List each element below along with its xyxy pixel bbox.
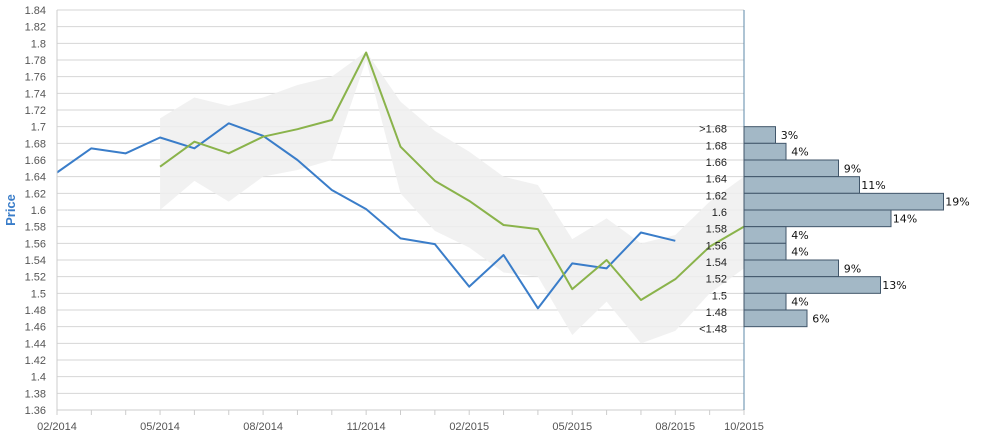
y-tick-label: 1.56	[25, 238, 46, 250]
y-tick-label: 1.6	[31, 205, 46, 217]
y-tick-label: 1.48	[25, 305, 46, 317]
histogram-percent-label: 13%	[882, 279, 906, 292]
y-axis-label: Price	[3, 194, 18, 226]
axes	[56, 10, 745, 415]
x-tick-label: 08/2014	[243, 421, 283, 433]
histogram-bar	[743, 209, 892, 228]
histogram-bar	[743, 276, 881, 294]
series-line-blue	[56, 122, 676, 310]
histogram-percent-label: 19%	[945, 196, 969, 209]
y-tick-label: 1.8	[31, 38, 46, 50]
x-tick-labels: 02/2014 05/2014 08/2014 11/2014 02/2015 05/20…	[37, 421, 764, 433]
x-tick-label: 05/2014	[140, 421, 180, 433]
x-tick-label: 10/2015	[724, 421, 764, 433]
histogram-bin-label: 1.66	[706, 157, 727, 169]
histogram-bar	[743, 176, 860, 194]
series-line-green	[159, 51, 745, 301]
histogram-bin-label: 1.52	[706, 274, 727, 286]
histogram-percent-label: 4%	[791, 296, 808, 309]
y-tick-label: 1.84	[25, 5, 46, 17]
histogram-bar	[743, 226, 787, 244]
x-tick-label: 11/2014	[347, 421, 386, 433]
histogram-percent-label: 4%	[791, 146, 808, 159]
histogram-bin-label: 1.6	[712, 207, 727, 219]
histogram-bar	[743, 126, 776, 144]
histogram-bar	[743, 142, 787, 161]
x-tick-label: 02/2015	[449, 421, 489, 433]
histogram-bin-label: >1.68	[699, 124, 727, 136]
y-tick-label: 1.5	[31, 288, 46, 300]
y-tick-label: 1.78	[25, 55, 46, 67]
histogram-bin-label: 1.62	[706, 190, 727, 202]
y-tick-label: 1.82	[25, 22, 46, 34]
y-tick-label: 1.64	[25, 172, 46, 184]
histogram-percent-label: 4%	[791, 246, 808, 259]
histogram-percent-label: 4%	[791, 229, 808, 242]
y-tick-label: 1.72	[25, 105, 46, 117]
histogram-percent-label: 14%	[893, 212, 917, 225]
y-tick-label: 1.36	[25, 405, 46, 417]
histogram-bar	[743, 242, 787, 261]
histogram-percent-label: 3%	[781, 129, 798, 142]
histogram-bin-label: 1.5	[712, 290, 727, 302]
histogram-bin-label: 1.68	[706, 140, 727, 152]
histogram-bin-label: 1.56	[706, 240, 727, 252]
y-tick-label: 1.44	[25, 338, 46, 350]
forecast-band-area	[160, 51, 745, 344]
x-tick-label: 05/2015	[552, 421, 592, 433]
y-tick-label: 1.66	[25, 155, 46, 167]
histogram: >1.68 3% 1.68 4% 1.66 9% 1.64 11% 1.62 19% 1.6 14% 1…	[699, 124, 970, 336]
series-lines	[56, 51, 745, 310]
histogram-bin-label: 1.54	[706, 257, 727, 269]
histogram-bar	[743, 292, 787, 311]
histogram-bar	[743, 192, 944, 211]
histogram-bar	[743, 159, 839, 178]
x-tick-label: 08/2015	[655, 421, 695, 433]
y-tick-labels: 1.36 1.38 1.4 1.42 1.44 1.46 1.48 1.5 1.52 1.54 1.…	[25, 5, 46, 417]
y-tick-label: 1.42	[25, 355, 46, 367]
y-tick-label: 1.46	[25, 322, 46, 334]
forecast-band	[160, 51, 745, 344]
histogram-bin-label: 1.58	[706, 224, 727, 236]
histogram-bar	[743, 259, 839, 278]
y-tick-label: 1.58	[25, 222, 46, 234]
histogram-percent-label: 9%	[844, 162, 861, 175]
histogram-bin-label: 1.64	[706, 174, 727, 186]
histogram-bar	[743, 309, 808, 328]
histogram-percent-label: 6%	[812, 312, 829, 325]
y-tick-label: 1.62	[25, 188, 46, 200]
y-tick-label: 1.38	[25, 388, 46, 400]
y-tick-label: 1.68	[25, 138, 46, 150]
y-tick-label: 1.76	[25, 72, 46, 84]
histogram-percent-label: 11%	[861, 179, 885, 192]
y-tick-label: 1.7	[31, 122, 46, 134]
y-tick-label: 1.52	[25, 272, 46, 284]
y-tick-label: 1.74	[25, 88, 46, 100]
histogram-bin-label: 1.48	[706, 307, 727, 319]
histogram-bin-label: <1.48	[699, 324, 727, 336]
y-tick-label: 1.4	[31, 372, 46, 384]
y-tick-label: 1.54	[25, 255, 46, 267]
x-tick-label: 02/2014	[37, 421, 77, 433]
histogram-percent-label: 9%	[844, 262, 861, 275]
